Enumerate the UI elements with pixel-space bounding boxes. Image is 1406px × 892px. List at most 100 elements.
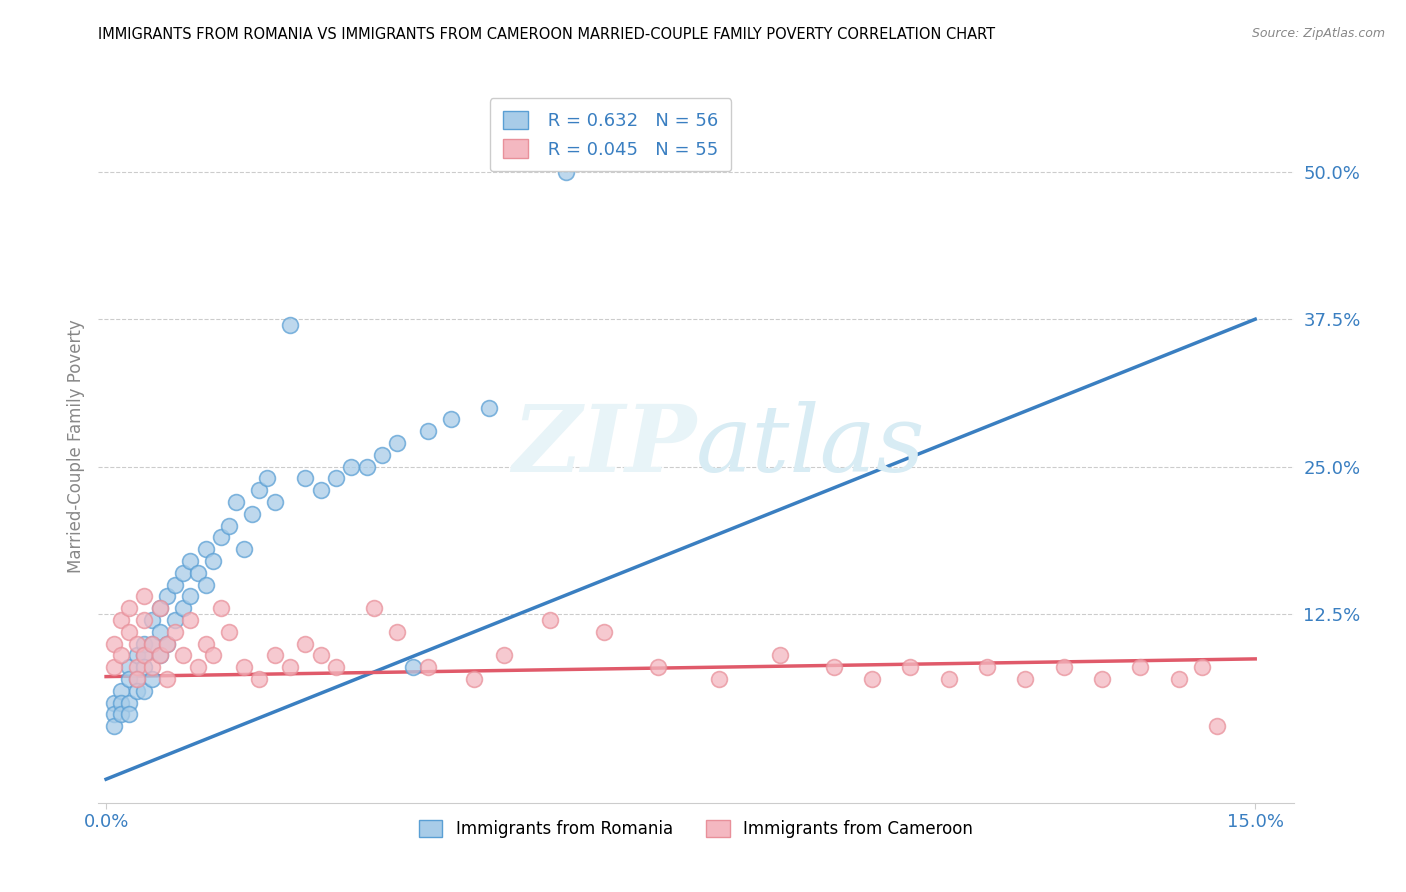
Legend: Immigrants from Romania, Immigrants from Cameroon: Immigrants from Romania, Immigrants from…	[412, 813, 980, 845]
Point	[325, 660, 347, 674]
Point	[179, 554, 201, 568]
Point	[233, 542, 256, 557]
Point	[149, 648, 172, 663]
Point	[900, 660, 922, 674]
Point	[194, 542, 217, 557]
Point	[110, 648, 132, 663]
Point	[141, 613, 163, 627]
Point	[118, 696, 141, 710]
Point	[538, 613, 561, 627]
Point	[1191, 660, 1213, 674]
Point	[385, 624, 409, 639]
Point	[1129, 660, 1152, 674]
Point	[118, 601, 141, 615]
Point	[325, 471, 347, 485]
Point	[309, 648, 332, 663]
Point	[278, 660, 301, 674]
Point	[340, 459, 363, 474]
Point	[134, 590, 156, 604]
Point	[156, 636, 179, 650]
Point	[202, 648, 225, 663]
Point	[141, 660, 163, 674]
Point	[110, 707, 132, 722]
Point	[125, 672, 148, 686]
Point	[554, 165, 576, 179]
Point	[371, 448, 394, 462]
Point	[309, 483, 332, 498]
Point	[440, 412, 463, 426]
Point	[218, 518, 240, 533]
Point	[363, 601, 385, 615]
Text: ZIP: ZIP	[512, 401, 696, 491]
Point	[172, 566, 194, 580]
Point	[240, 507, 263, 521]
Point	[416, 660, 439, 674]
Point	[976, 660, 998, 674]
Point	[401, 660, 423, 674]
Point	[294, 471, 316, 485]
Text: atlas: atlas	[696, 401, 925, 491]
Point	[141, 636, 163, 650]
Point	[194, 636, 217, 650]
Point	[134, 613, 156, 627]
Point	[356, 459, 378, 474]
Point	[860, 672, 883, 686]
Point	[1206, 719, 1229, 733]
Point	[294, 636, 316, 650]
Point	[134, 636, 156, 650]
Point	[187, 660, 209, 674]
Point	[263, 648, 285, 663]
Point	[823, 660, 845, 674]
Point	[118, 707, 141, 722]
Point	[263, 495, 285, 509]
Point	[202, 554, 225, 568]
Point	[938, 672, 960, 686]
Point	[478, 401, 501, 415]
Point	[149, 601, 172, 615]
Point	[103, 660, 125, 674]
Point	[134, 683, 156, 698]
Point	[110, 696, 132, 710]
Point	[225, 495, 247, 509]
Point	[256, 471, 278, 485]
Text: IMMIGRANTS FROM ROMANIA VS IMMIGRANTS FROM CAMEROON MARRIED-COUPLE FAMILY POVERT: IMMIGRANTS FROM ROMANIA VS IMMIGRANTS FR…	[98, 27, 995, 42]
Point	[278, 318, 301, 332]
Point	[156, 590, 179, 604]
Point	[156, 672, 179, 686]
Point	[1014, 672, 1036, 686]
Point	[218, 624, 240, 639]
Point	[163, 624, 186, 639]
Point	[125, 672, 148, 686]
Point	[494, 648, 516, 663]
Point	[118, 672, 141, 686]
Point	[118, 660, 141, 674]
Point	[163, 577, 186, 591]
Point	[769, 648, 792, 663]
Point	[233, 660, 256, 674]
Point	[141, 636, 163, 650]
Point	[593, 624, 616, 639]
Point	[103, 636, 125, 650]
Point	[118, 624, 141, 639]
Y-axis label: Married-Couple Family Poverty: Married-Couple Family Poverty	[66, 319, 84, 573]
Point	[103, 696, 125, 710]
Point	[110, 613, 132, 627]
Point	[149, 624, 172, 639]
Point	[707, 672, 730, 686]
Point	[141, 672, 163, 686]
Text: Source: ZipAtlas.com: Source: ZipAtlas.com	[1251, 27, 1385, 40]
Point	[194, 577, 217, 591]
Point	[247, 672, 270, 686]
Point	[125, 660, 148, 674]
Point	[1053, 660, 1076, 674]
Point	[187, 566, 209, 580]
Point	[385, 436, 409, 450]
Point	[134, 648, 156, 663]
Point	[416, 424, 439, 438]
Point	[163, 613, 186, 627]
Point	[209, 601, 232, 615]
Point	[103, 707, 125, 722]
Point	[125, 636, 148, 650]
Point	[179, 590, 201, 604]
Point	[1091, 672, 1114, 686]
